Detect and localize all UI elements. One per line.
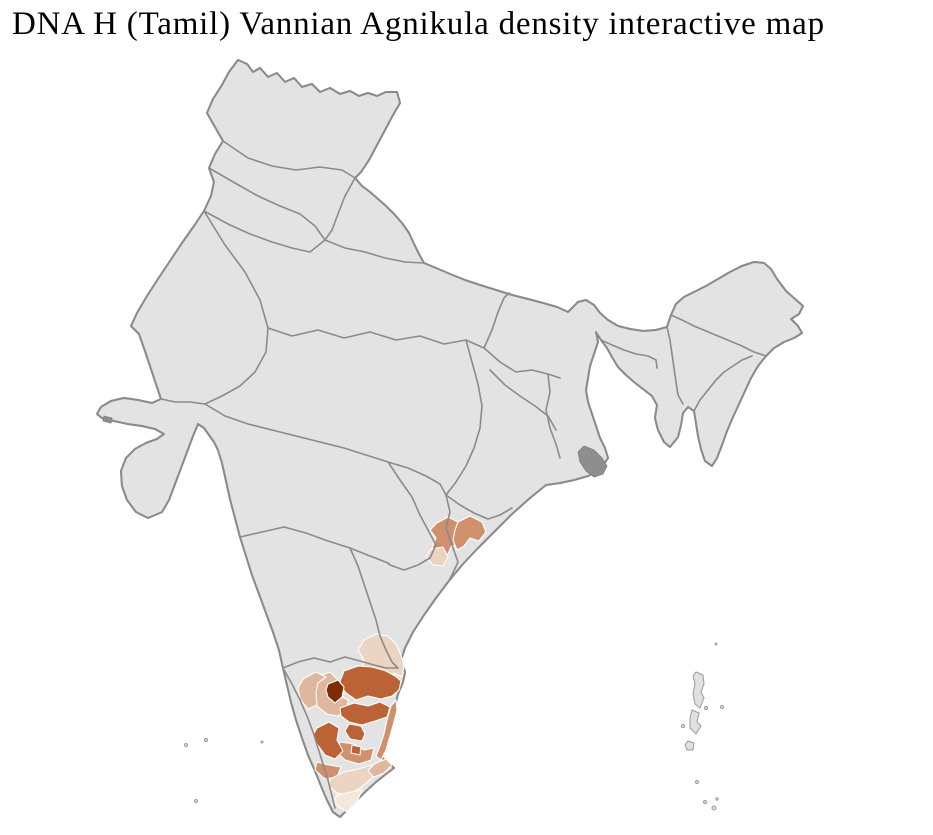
sundarbans-delta[interactable] xyxy=(577,445,608,478)
kutch-islet[interactable] xyxy=(102,415,113,424)
district-s3[interactable] xyxy=(325,679,345,704)
district-s7[interactable] xyxy=(344,723,366,742)
district-s15[interactable] xyxy=(367,758,393,778)
district-e2[interactable] xyxy=(452,515,487,551)
india-landmass[interactable] xyxy=(96,59,804,818)
andaman-nicobar-islands[interactable] xyxy=(681,642,724,811)
district-s5[interactable] xyxy=(297,671,327,710)
district-s9[interactable] xyxy=(350,744,362,756)
southern-highlight-cluster[interactable] xyxy=(297,633,405,813)
district-s6[interactable] xyxy=(339,701,391,726)
page-title: DNA H (Tamil) Vannian Agnikula density i… xyxy=(12,6,825,42)
state-borders xyxy=(160,140,767,809)
district-s14[interactable] xyxy=(333,789,363,813)
district-s2[interactable] xyxy=(338,665,402,701)
district-s10[interactable] xyxy=(375,699,398,761)
district-s13[interactable] xyxy=(328,764,379,796)
lakshadweep-islands[interactable] xyxy=(184,738,264,803)
district-e3[interactable] xyxy=(425,546,449,567)
